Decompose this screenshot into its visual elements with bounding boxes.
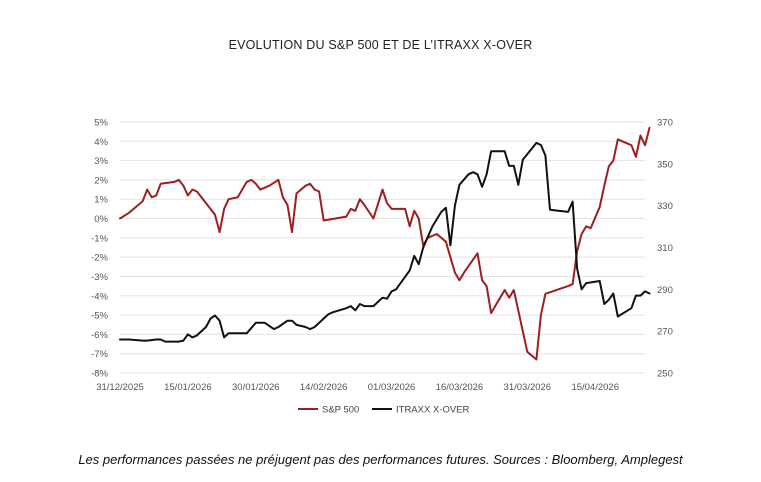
x-tick-label: 16/03/2026 [436, 382, 484, 393]
left-tick-label: 2% [94, 175, 108, 186]
series-line-2 [119, 141, 651, 343]
left-tick-label: -2% [91, 253, 108, 264]
right-axis-ticks: 370 350 330 310 290 270 250 [657, 118, 673, 380]
right-tick-label: 370 [657, 118, 673, 129]
left-tick-label: -1% [91, 233, 108, 244]
right-tick-label: 250 [657, 369, 673, 380]
x-axis-ticks: 31/12/2025 15/01/2026 30/01/2026 14/02/2026… [96, 382, 619, 393]
legend-label: ITRAXX X-OVER [396, 405, 470, 416]
series-line-1 [119, 126, 651, 361]
left-tick-label: -3% [91, 272, 108, 283]
x-tick-label: 31/03/2026 [504, 382, 552, 393]
left-tick-label: 5% [94, 118, 108, 129]
x-tick-label: 01/03/2026 [368, 382, 416, 393]
series-layer [119, 126, 651, 361]
right-tick-label: 350 [657, 159, 673, 170]
x-tick-label: 30/01/2026 [232, 382, 280, 393]
left-axis-ticks: 5% 4% 3% 2% 1% 0% -1% -2% -3% -4% -5% -6% -7% -8% [91, 118, 108, 380]
x-tick-label: 15/01/2026 [164, 382, 212, 393]
left-tick-label: 4% [94, 137, 108, 148]
x-tick-label: 31/12/2025 [96, 382, 144, 393]
left-tick-label: 3% [94, 156, 108, 167]
left-tick-label: 0% [94, 214, 108, 225]
left-tick-label: -7% [91, 349, 108, 360]
left-tick-label: -5% [91, 311, 108, 322]
legend-label: S&P 500 [322, 405, 359, 416]
left-tick-label: 1% [94, 195, 108, 206]
right-tick-label: 330 [657, 201, 673, 212]
left-tick-label: -8% [91, 369, 108, 380]
x-tick-label: 14/02/2026 [300, 382, 348, 393]
left-tick-label: -6% [91, 330, 108, 341]
footnote: Les performances passées ne préjugent pa… [78, 452, 683, 467]
x-tick-label: 15/04/2026 [571, 382, 619, 393]
right-tick-label: 270 [657, 327, 673, 338]
grid-lines [120, 121, 645, 374]
legend: S&P 500 ITRAXX X-OVER [298, 405, 470, 416]
right-tick-label: 290 [657, 285, 673, 296]
chart-title: EVOLUTION DU S&P 500 ET DE L’ITRAXX X-OV… [228, 38, 533, 52]
left-tick-label: -4% [91, 291, 108, 302]
right-tick-label: 310 [657, 243, 673, 254]
